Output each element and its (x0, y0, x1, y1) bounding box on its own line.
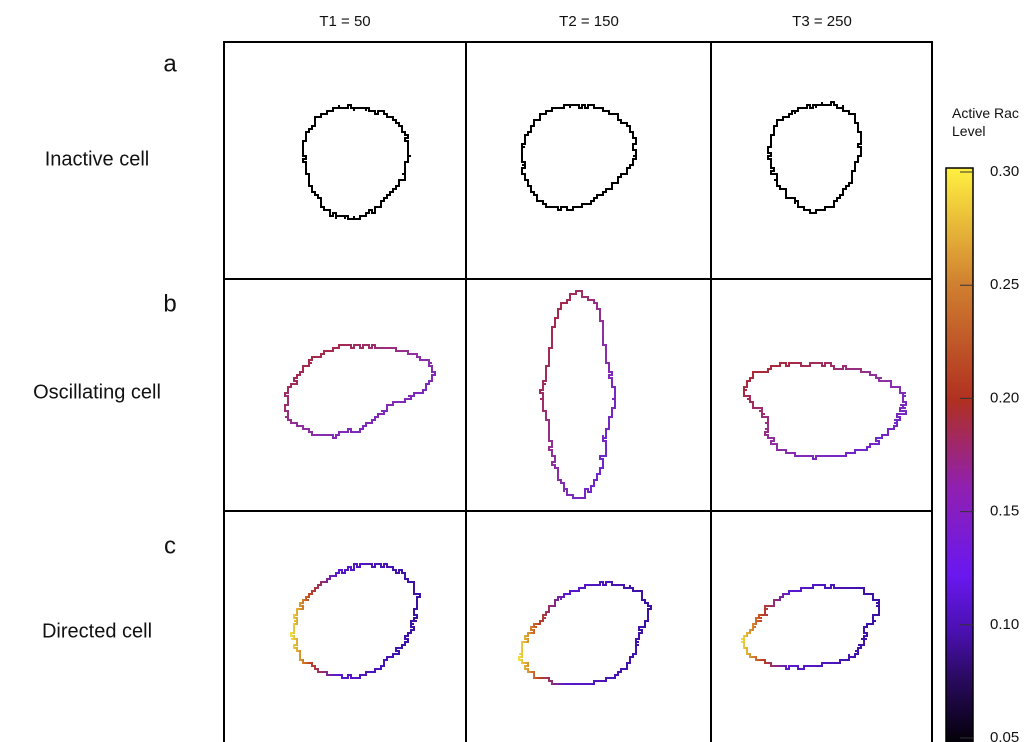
row-letter: a (163, 50, 177, 77)
colorbar-tick-label: 0.10 (990, 616, 1019, 633)
row-label: Oscillating cell (33, 381, 161, 403)
colorbar-tick-label: 0.25 (990, 276, 1019, 293)
row-letter: c (164, 532, 176, 559)
cell-outline (284, 344, 436, 439)
cell-outline (302, 104, 411, 220)
panel-border (223, 41, 933, 742)
colorbar (945, 167, 974, 742)
colorbar-tick-label: 0.05 (990, 729, 1019, 742)
colorbar-tick-label: 0.30 (990, 163, 1019, 180)
row-letter: b (163, 290, 176, 317)
cell-outline (521, 104, 637, 211)
cell-outline (767, 101, 862, 214)
row-label: Directed cell (42, 620, 152, 642)
colorbar-title: Active Rac Level (952, 105, 1019, 139)
cell-outline (539, 290, 616, 499)
colorbar-tick-label: 0.20 (990, 389, 1019, 406)
cell-outline (518, 581, 652, 685)
grid-lines (223, 41, 933, 742)
column-title: T2 = 150 (559, 13, 619, 30)
cell-outline (290, 563, 421, 679)
cell-outline (743, 362, 907, 460)
row-label: Inactive cell (45, 148, 150, 170)
colorbar-tick-label: 0.15 (990, 503, 1019, 520)
column-title: T3 = 250 (792, 13, 852, 30)
cell-outline (741, 584, 880, 670)
column-title: T1 = 50 (319, 13, 370, 30)
